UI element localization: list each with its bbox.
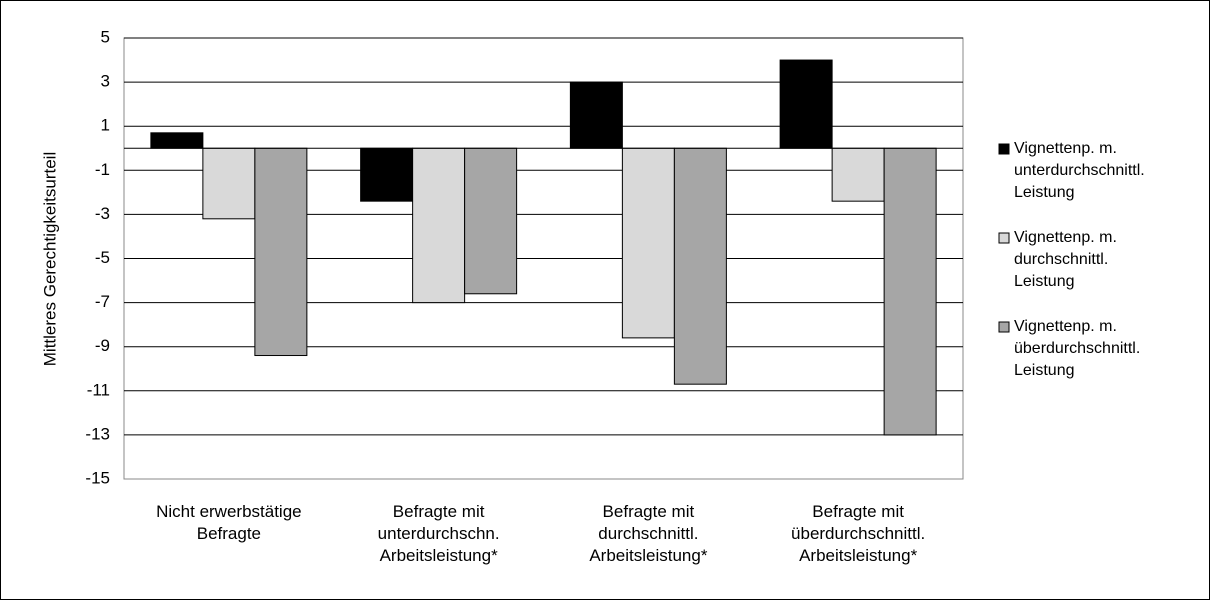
y-tick-label: -11: [87, 380, 110, 399]
bar: [412, 147, 466, 304]
legend-swatch: [998, 232, 1010, 244]
x-tick-label: Nicht erwerbstätige Befragte: [156, 502, 302, 543]
bar: [883, 147, 937, 436]
x-tick-label: Befragte mit unterdurchschn. Arbeitsleis…: [377, 502, 500, 565]
y-tick-label: -9: [95, 336, 110, 355]
bar: [779, 59, 833, 149]
y-tick-label: 5: [101, 27, 110, 46]
bar: [673, 147, 727, 385]
y-tick-label: -5: [95, 248, 110, 267]
y-tick-label: 1: [101, 116, 110, 135]
legend-label: Vignettenp. m. durchschnittl. Leistung: [1014, 229, 1117, 290]
legend-swatch: [998, 143, 1010, 155]
bar: [150, 132, 204, 149]
bar: [831, 147, 885, 202]
bar: [202, 147, 256, 220]
bar: [360, 147, 414, 202]
bar: [621, 147, 675, 339]
y-tick-label: 3: [101, 72, 110, 91]
x-tick-label: Befragte mit überdurchschnittl. Arbeitsl…: [791, 502, 926, 565]
y-tick-label: -13: [85, 424, 110, 443]
legend-label: Vignettenp. m. unterdurchschnittl. Leist…: [1014, 140, 1145, 201]
legend-swatch: [998, 321, 1010, 333]
bar: [569, 81, 623, 149]
x-tick-label: Befragte mit durchschnittl. Arbeitsleist…: [589, 502, 708, 565]
legend-label: Vignettenp. m. überdurchschnittl. Leistu…: [1014, 318, 1141, 379]
y-axis-label: Mittleres Gerechtigkeitsurteil: [40, 152, 59, 366]
bar: [464, 147, 518, 295]
y-tick-label: -3: [95, 204, 110, 223]
y-tick-label: -7: [95, 292, 110, 311]
bar: [254, 147, 308, 357]
y-tick-label: -1: [95, 160, 110, 179]
y-tick-label: -15: [85, 468, 110, 487]
